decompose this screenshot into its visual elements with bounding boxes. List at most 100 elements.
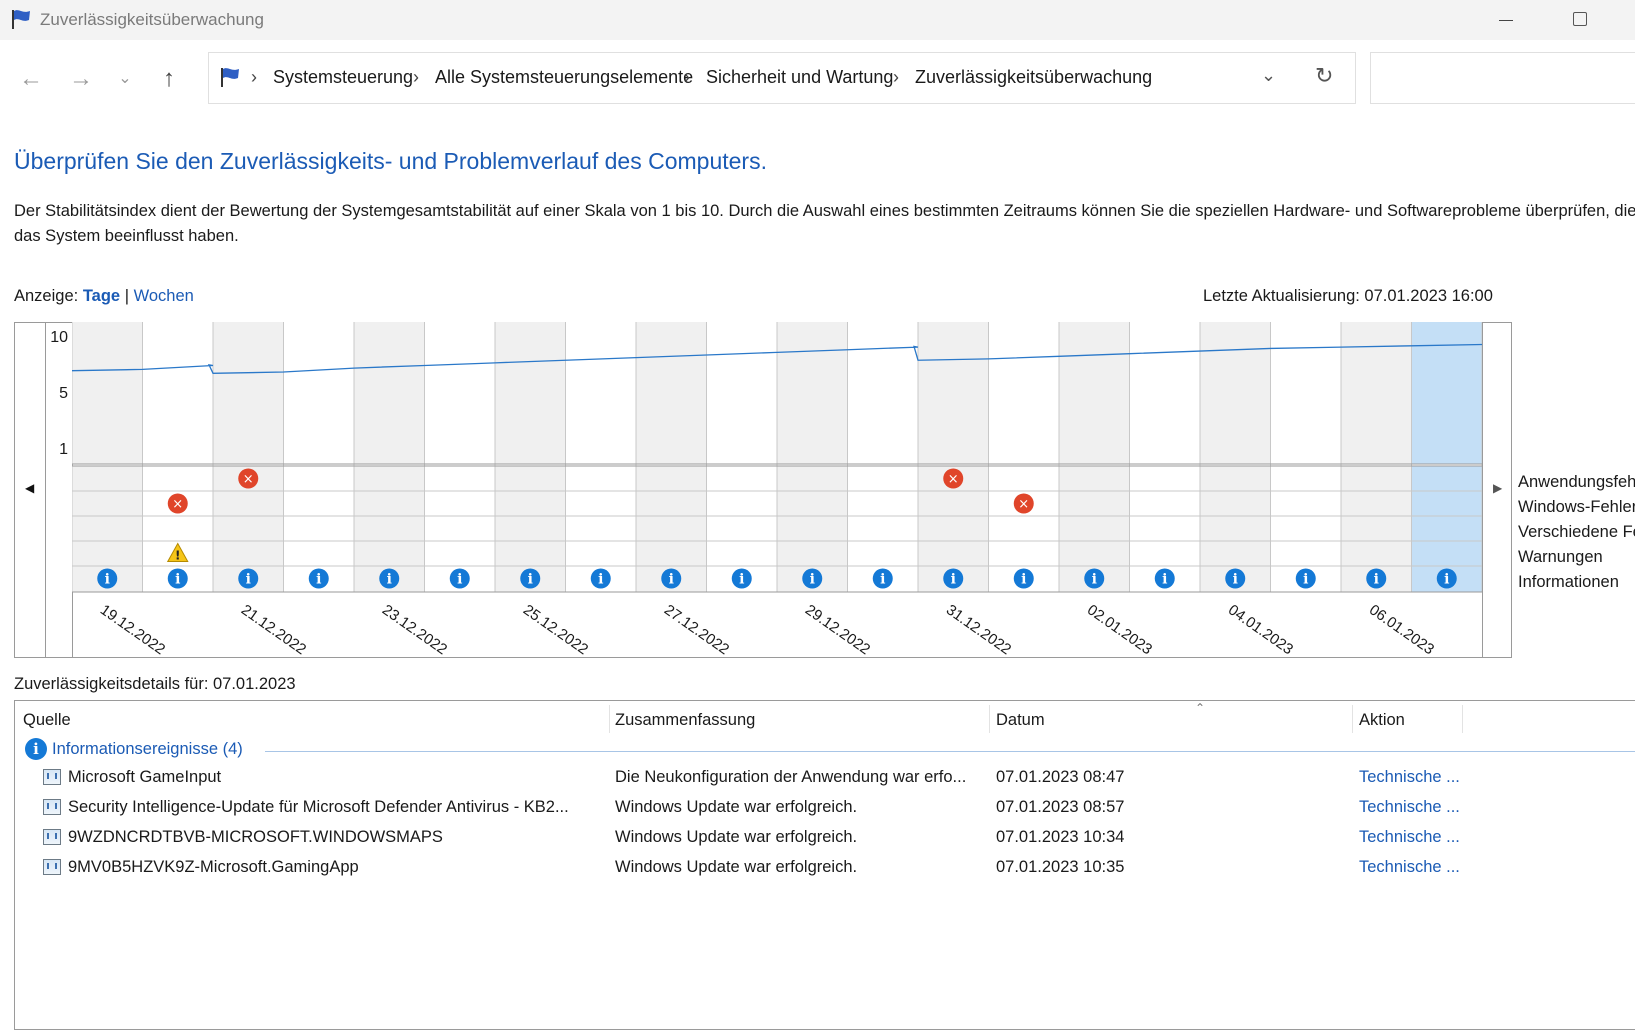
error-icon: [1013, 493, 1034, 514]
day-column[interactable]: [1341, 322, 1412, 464]
group-header-information[interactable]: i Informationsereignisse (4): [25, 737, 1635, 763]
information-icon: [167, 568, 188, 589]
cell-action-link[interactable]: Technische ...: [1359, 858, 1460, 876]
breadcrumb-item[interactable]: Sicherheit und Wartung: [706, 67, 894, 87]
breadcrumb-item[interactable]: Systemsteuerung: [273, 67, 414, 87]
maximize-button[interactable]: [1573, 12, 1587, 26]
title-bar: Zuverlässigkeitsüberwachung: [0, 0, 1635, 40]
day-column[interactable]: [1411, 322, 1483, 464]
table-row[interactable]: 9WZDNCRDTBVB-MICROSOFT.WINDOWSMAPS Windo…: [15, 825, 1635, 855]
information-icon: [449, 568, 470, 589]
table-row[interactable]: Microsoft GameInput Die Neukonfiguration…: [15, 765, 1635, 795]
up-arrow-icon[interactable]: ↑: [163, 65, 175, 92]
day-column[interactable]: [706, 322, 778, 464]
view-switch: Anzeige: Tage | Wochen: [14, 287, 194, 306]
cell-summary: Windows Update war erfolgreich.: [615, 858, 858, 876]
y-tick-label: 1: [59, 441, 68, 458]
information-icon: [1084, 568, 1105, 589]
day-column[interactable]: [142, 322, 214, 464]
day-column[interactable]: [424, 322, 496, 464]
chart-scroll-left-button[interactable]: ◀: [15, 323, 46, 657]
column-header-date[interactable]: Datum: [996, 711, 1045, 729]
information-icon-glyph: i: [528, 572, 533, 588]
app-window-icon: [43, 769, 61, 785]
cell-date: 07.01.2023 10:34: [996, 828, 1125, 846]
cell-date: 07.01.2023 08:47: [996, 768, 1125, 786]
window-title: Zuverlässigkeitsüberwachung: [40, 10, 264, 29]
day-column[interactable]: [283, 322, 355, 464]
information-icon: [1295, 568, 1316, 589]
cell-source: Security Intelligence-Update für Microso…: [68, 798, 569, 816]
information-icon-glyph: i: [457, 572, 462, 588]
day-column[interactable]: [988, 322, 1060, 464]
information-icon-glyph: i: [387, 572, 392, 588]
refresh-icon[interactable]: ↻: [1315, 63, 1334, 88]
address-dropdown-chevron-icon[interactable]: ⌄: [1261, 65, 1277, 85]
information-icon-glyph: i: [246, 572, 251, 588]
column-header-source[interactable]: Quelle: [23, 711, 71, 729]
table-row[interactable]: 9MV0B5HZVK9Z-Microsoft.GamingApp Windows…: [15, 855, 1635, 885]
cell-source: 9MV0B5HZVK9Z-Microsoft.GamingApp: [68, 858, 359, 876]
stability-plot[interactable]: × × × ×! i i i i i i i i i i i i i i i i i i i i 19.12.2022 21.12…: [72, 322, 1482, 656]
day-column[interactable]: [1059, 322, 1130, 464]
day-column[interactable]: [1200, 322, 1271, 464]
view-days-link[interactable]: Tage: [82, 287, 121, 305]
column-header-summary[interactable]: Zusammenfassung: [615, 711, 756, 729]
day-column[interactable]: [213, 322, 284, 464]
breadcrumb-item[interactable]: Zuverlässigkeitsüberwachung: [915, 67, 1153, 87]
minimize-button[interactable]: [1495, 10, 1519, 30]
day-column[interactable]: [1129, 322, 1201, 464]
y-tick-label: 10: [50, 329, 68, 346]
cell-summary: Windows Update war erfolgreich.: [615, 798, 858, 816]
information-icon-glyph: i: [1021, 572, 1026, 588]
day-column[interactable]: [636, 322, 707, 464]
information-icon-glyph: i: [1444, 572, 1449, 588]
navigation-bar: ← → ⌄ ↑ › Systemsteuerung › Alle Systems…: [0, 40, 1635, 117]
column-header-action[interactable]: Aktion: [1359, 711, 1405, 729]
information-icon: [238, 568, 259, 589]
table-row[interactable]: Security Intelligence-Update für Microso…: [15, 795, 1635, 825]
day-column[interactable]: [918, 322, 989, 464]
information-icon-glyph: i: [316, 572, 321, 588]
back-arrow-icon[interactable]: ←: [19, 65, 43, 92]
legend-windows-errors: Windows-Fehler: [1518, 498, 1635, 516]
column-divider[interactable]: [609, 705, 610, 733]
search-input[interactable]: [1370, 52, 1635, 104]
error-icon-glyph: ×: [948, 472, 959, 487]
information-icon: [1013, 568, 1034, 589]
information-icon-glyph: i: [669, 572, 674, 588]
flag-icon: [10, 8, 34, 35]
column-divider[interactable]: [1352, 705, 1353, 733]
column-divider[interactable]: [989, 705, 990, 733]
view-weeks-link[interactable]: Wochen: [133, 287, 194, 305]
day-column[interactable]: [565, 322, 637, 464]
chart-scroll-right-button[interactable]: ▶: [1482, 323, 1512, 657]
forward-arrow-icon[interactable]: →: [69, 65, 93, 92]
cell-action-link[interactable]: Technische ...: [1359, 828, 1460, 846]
breadcrumb-item[interactable]: Alle Systemsteuerungselemente: [435, 67, 694, 87]
warning-icon-glyph: !: [175, 549, 180, 563]
day-column[interactable]: [1270, 322, 1342, 464]
information-icon: [1366, 568, 1387, 589]
error-icon: [238, 468, 259, 489]
information-icon: [1225, 568, 1246, 589]
cell-date: 07.01.2023 08:57: [996, 798, 1125, 816]
view-label: Anzeige:: [14, 287, 79, 305]
information-icon-glyph: i: [1162, 572, 1167, 588]
day-column[interactable]: [72, 322, 143, 464]
cell-action-link[interactable]: Technische ...: [1359, 768, 1460, 786]
information-icon-glyph: i: [1233, 572, 1238, 588]
day-column[interactable]: [495, 322, 566, 464]
cell-action-link[interactable]: Technische ...: [1359, 798, 1460, 816]
address-bar[interactable]: › Systemsteuerung › Alle Systemsteuerung…: [208, 52, 1356, 104]
column-divider[interactable]: [1462, 705, 1463, 733]
day-column[interactable]: [354, 322, 425, 464]
flag-icon: [219, 66, 243, 93]
information-icon: [943, 568, 964, 589]
error-icon: [943, 468, 964, 489]
warning-icon: [166, 542, 189, 562]
info-icon: i: [25, 738, 47, 760]
day-column[interactable]: [777, 322, 848, 464]
day-column[interactable]: [847, 322, 919, 464]
recent-locations-chevron-icon[interactable]: ⌄: [118, 70, 132, 87]
